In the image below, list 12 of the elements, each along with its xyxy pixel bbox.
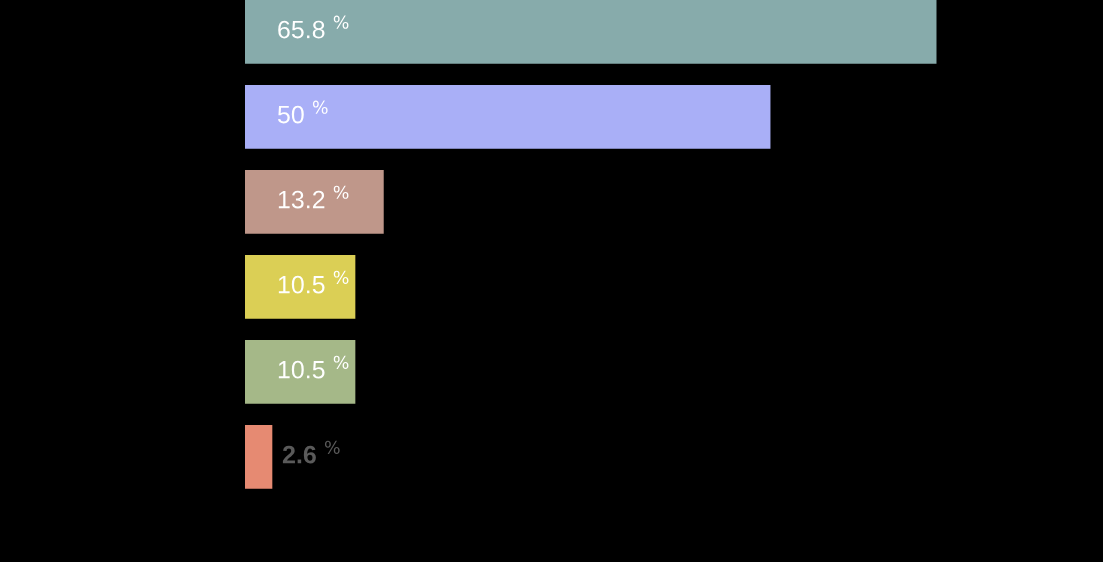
bar [245, 85, 771, 149]
data-label: 65.8 $^{%}$ [278, 15, 349, 39]
data-label: 2.6 $^{%}$ [282, 440, 340, 464]
bar [245, 0, 937, 64]
bar [245, 170, 384, 234]
data-label: 13.2 $^{%}$ [278, 185, 349, 209]
data-label: 50 $^{%}$ [277, 100, 328, 124]
bar [245, 255, 356, 319]
data-label: 10.5 $^{%}$ [278, 270, 349, 294]
data-label: 10.5 $^{%}$ [278, 355, 349, 379]
bar [245, 425, 273, 489]
bar [245, 340, 356, 404]
